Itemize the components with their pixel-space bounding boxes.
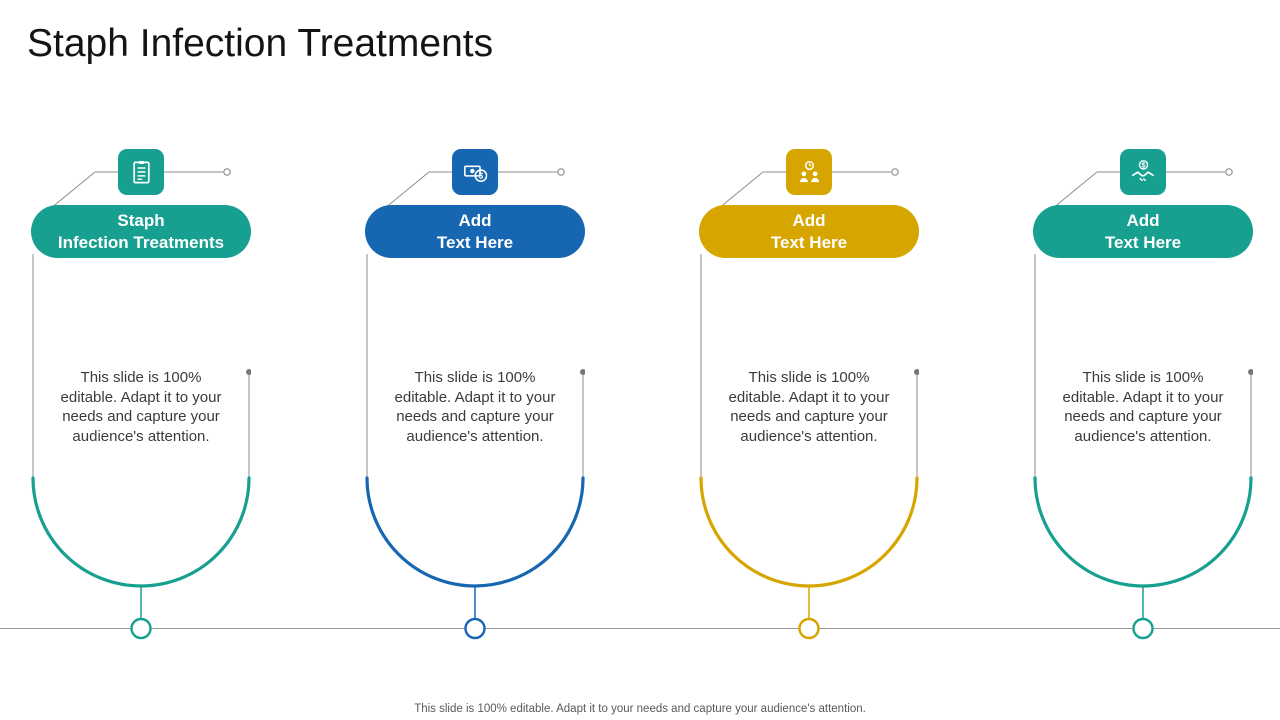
column-header-line1: Add [458,211,492,231]
column-body-text: This slide is 100% editable. Adapt it to… [60,369,222,445]
column-header-line1: Add [792,211,826,231]
right-side-node [1248,369,1253,375]
right-side-node [580,369,585,375]
timeline-node-circle [464,617,486,640]
timeline-node-circle [130,617,152,640]
right-side-node [246,369,251,375]
column-frame [1033,168,1253,640]
column-4: $ Add Text Here This slide is 100% edita… [1033,0,1253,720]
column-frame [699,168,919,640]
column-body-text: This slide is 100% editable. Adapt it to… [1062,369,1224,445]
column-2: $ Add Text Here This slide is 100% edita… [365,0,585,720]
column-header-line2: Text Here [1104,232,1182,252]
timeline-node-circle [1132,617,1154,640]
column-body-text: This slide is 100% editable. Adapt it to… [728,369,890,445]
column-header: Add Text Here [1033,205,1253,258]
column-frame [365,168,585,640]
column-3: Add Text Here This slide is 100% editabl… [699,0,919,720]
connector-end-node [557,168,565,176]
column-header-line1: Staph [117,211,165,231]
bottom-arc [365,476,585,588]
handshake-deal-icon: $ [1120,149,1166,195]
svg-text:$: $ [1141,160,1145,169]
connector-end-node [891,168,899,176]
column-header-line2: Text Here [436,232,514,252]
column-frame [31,168,251,640]
bottom-arc [31,476,251,588]
top-connector-line [378,171,557,214]
bottom-timeline-line [0,628,1280,629]
column-header: Add Text Here [699,205,919,258]
slide-title: Staph Infection Treatments [27,22,494,65]
top-connector-line [1046,171,1225,214]
column-header-line2: Text Here [770,232,848,252]
column-header: Add Text Here [365,205,585,258]
connector-end-node [223,168,231,176]
clipboard-checklist-icon [118,149,164,195]
money-coins-icon: $ [452,149,498,195]
bottom-arc [699,476,919,588]
timeline-node-circle [798,617,820,640]
top-connector-line [44,171,223,214]
bottom-arc [1033,476,1253,588]
column-header-line1: Add [1126,211,1160,231]
people-time-icon [786,149,832,195]
column-1: Staph Infection Treatments This slide is… [31,0,251,720]
top-connector-line [712,171,891,214]
right-side-node [914,369,919,375]
column-header: Staph Infection Treatments [31,205,251,258]
column-body-text: This slide is 100% editable. Adapt it to… [394,369,556,445]
svg-text:$: $ [478,171,483,180]
column-header-line2: Infection Treatments [57,232,225,252]
connector-end-node [1225,168,1233,176]
slide-footer-note: This slide is 100% editable. Adapt it to… [414,703,866,715]
